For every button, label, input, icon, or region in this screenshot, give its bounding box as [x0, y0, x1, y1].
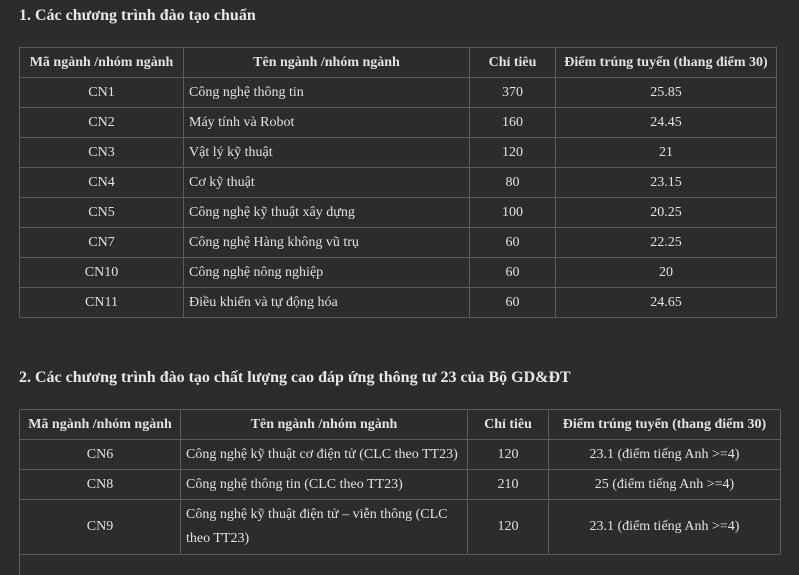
table-header-row: Mã ngành /nhóm ngành Tên ngành /nhóm ngàn…: [19, 47, 777, 78]
section-2-title: 2. Các chương trình đào tạo chất lượng c…: [19, 369, 571, 386]
table-row: CN7 Công nghệ Hàng không vũ trụ 60 22.25: [19, 227, 777, 258]
cell-code: CN1: [19, 77, 184, 108]
table-row: CN9 Công nghệ kỹ thuật điện tử – viễn thô…: [19, 499, 781, 555]
cell-quota: 210: [467, 469, 549, 500]
cell-quota: 160: [469, 107, 556, 138]
cell-code: CN5: [19, 197, 184, 228]
cell-quota: 120: [469, 137, 556, 168]
cell-name: Công nghệ thông tin (CLC theo TT23): [180, 469, 468, 500]
cell-name: Công nghệ thông tin: [183, 77, 470, 108]
cell-score: 25.85: [555, 77, 777, 108]
cell-score: 20.25: [555, 197, 777, 228]
cell-score: 21: [555, 137, 777, 168]
cell-name: Công nghệ nông nghiệp: [183, 257, 470, 288]
cell-name: Công nghệ kỹ thuật điện tử – viễn thông …: [180, 499, 468, 555]
high-quality-programs-table: Mã ngành /nhóm ngành Tên ngành /nhóm ngàn…: [19, 409, 781, 555]
header-score: Điểm trúng tuyển (thang điểm 30): [548, 409, 781, 440]
header-code: Mã ngành /nhóm ngành: [19, 47, 184, 78]
table-continuation: [19, 555, 782, 575]
cell-score: 23.1 (điểm tiếng Anh >=4): [548, 499, 781, 555]
cell-code: CN3: [19, 137, 184, 168]
table-row: CN1 Công nghệ thông tin 370 25.85: [19, 77, 777, 108]
header-name: Tên ngành /nhóm ngành: [180, 409, 468, 440]
cell-name: Công nghệ Hàng không vũ trụ: [183, 227, 470, 258]
cell-score: 22.25: [555, 227, 777, 258]
cell-name: Công nghệ kỹ thuật cơ điện tử (CLC theo …: [180, 439, 468, 470]
cell-quota: 60: [469, 257, 556, 288]
cell-code: CN6: [19, 439, 181, 470]
cell-score: 20: [555, 257, 777, 288]
standard-programs-table: Mã ngành /nhóm ngành Tên ngành /nhóm ngàn…: [19, 47, 777, 318]
cell-code: CN9: [19, 499, 181, 555]
header-quota: Chỉ tiêu: [469, 47, 556, 78]
header-code: Mã ngành /nhóm ngành: [19, 409, 181, 440]
cell-quota: 370: [469, 77, 556, 108]
cell-score: 23.1 (điểm tiếng Anh >=4): [548, 439, 781, 470]
cell-code: CN2: [19, 107, 184, 138]
cell-score: 25 (điểm tiếng Anh >=4): [548, 469, 781, 500]
cell-name: Máy tính và Robot: [183, 107, 470, 138]
cell-name: Công nghệ kỹ thuật xây dựng: [183, 197, 470, 228]
cell-score: 23.15: [555, 167, 777, 198]
table-header-row: Mã ngành /nhóm ngành Tên ngành /nhóm ngàn…: [19, 409, 781, 440]
cell-code: CN11: [19, 287, 184, 318]
header-quota: Chỉ tiêu: [467, 409, 549, 440]
table-row: CN5 Công nghệ kỹ thuật xây dựng 100 20.25: [19, 197, 777, 228]
cell-code: CN7: [19, 227, 184, 258]
cell-name: Điều khiển và tự động hóa: [183, 287, 470, 318]
header-score: Điểm trúng tuyển (thang điểm 30): [555, 47, 777, 78]
cell-quota: 120: [467, 439, 549, 470]
cell-quota: 100: [469, 197, 556, 228]
cell-name: Vật lý kỹ thuật: [183, 137, 470, 168]
table-row: CN8 Công nghệ thông tin (CLC theo TT23) 21…: [19, 469, 781, 500]
cell-name: Cơ kỹ thuật: [183, 167, 470, 198]
cell-quota: 60: [469, 287, 556, 318]
cell-quota: 60: [469, 227, 556, 258]
cell-score: 24.45: [555, 107, 777, 138]
table-row: CN3 Vật lý kỹ thuật 120 21: [19, 137, 777, 168]
cell-quota: 120: [467, 499, 549, 555]
table-row: CN6 Công nghệ kỹ thuật cơ điện tử (CLC th…: [19, 439, 781, 470]
header-name: Tên ngành /nhóm ngành: [183, 47, 470, 78]
cell-code: CN10: [19, 257, 184, 288]
table-row: CN2 Máy tính và Robot 160 24.45: [19, 107, 777, 138]
table-row: CN10 Công nghệ nông nghiệp 60 20: [19, 257, 777, 288]
cell-quota: 80: [469, 167, 556, 198]
cell-score: 24.65: [555, 287, 777, 318]
section-1-title: 1. Các chương trình đào tạo chuẩn: [19, 7, 256, 24]
table-row: CN4 Cơ kỹ thuật 80 23.15: [19, 167, 777, 198]
cell-code: CN4: [19, 167, 184, 198]
cell-code: CN8: [19, 469, 181, 500]
table-row: CN11 Điều khiển và tự động hóa 60 24.65: [19, 287, 777, 318]
